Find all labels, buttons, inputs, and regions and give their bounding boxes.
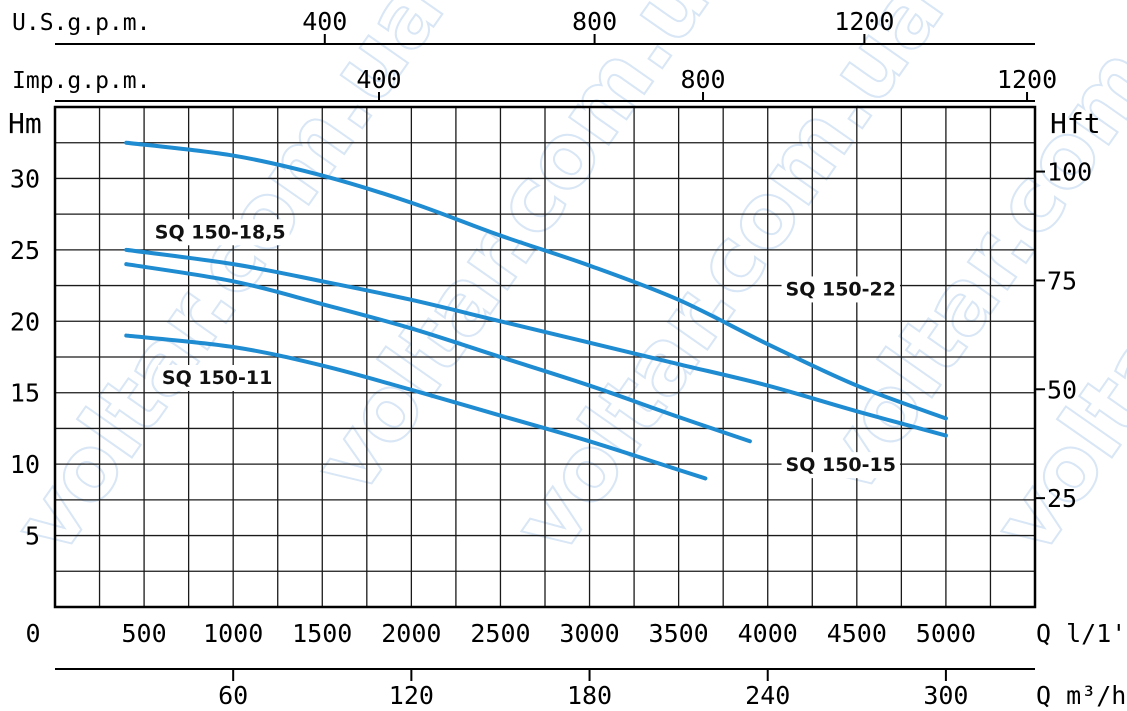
curve-label-background — [781, 276, 900, 303]
usgpm-tick-label: 1200 — [834, 7, 894, 36]
hft-tick-label: 50 — [1047, 375, 1077, 404]
y-tick-label: 10 — [10, 450, 40, 479]
m3h-unit-label: Q m³/h — [1036, 681, 1126, 710]
x-tick-label: 2500 — [470, 619, 530, 648]
hft-tick-label: 25 — [1047, 484, 1077, 513]
y-tick-label: 5 — [25, 522, 40, 551]
curve-label-background — [781, 452, 900, 479]
curve-label-background — [157, 365, 277, 391]
x-tick-label: 3000 — [559, 619, 619, 648]
m3h-tick-label: 300 — [923, 681, 968, 710]
m3h-tick-label: 60 — [218, 681, 248, 710]
y-axis-title-left: Hm — [8, 107, 42, 140]
y-tick-label: 25 — [10, 236, 40, 265]
m3h-tick-label: 240 — [745, 681, 790, 710]
m3h-tick-label: 180 — [567, 681, 612, 710]
curve-sq-150-15 — [124, 262, 752, 444]
m3h-tick-label: 120 — [389, 681, 434, 710]
curve-label-background — [150, 219, 290, 246]
y-tick-label: 20 — [10, 307, 40, 336]
curve-sq-150-11 — [124, 333, 708, 481]
y-tick-label: 15 — [10, 379, 40, 408]
curve-label-sq-150-18-5: SQ 150-18,5 — [155, 221, 286, 243]
x-tick-label: 2000 — [381, 619, 441, 648]
impgpm-tick-label: 1200 — [997, 65, 1057, 94]
curve-sq-150-22 — [124, 140, 948, 421]
x-unit-label: Q l/1' — [1036, 619, 1126, 648]
curve-sq-150-18-5 — [124, 247, 948, 438]
hft-tick-label: 100 — [1047, 158, 1092, 187]
usgpm-tick-label: 800 — [572, 7, 617, 36]
x-tick-label: 5000 — [916, 619, 976, 648]
x-tick-label: 4500 — [827, 619, 887, 648]
x-tick-label: 4000 — [738, 619, 798, 648]
usgpm-unit-label: U.S.g.p.m. — [12, 10, 150, 36]
y-axis-title-right: Hft — [1050, 107, 1101, 140]
x-tick-label: 1500 — [292, 619, 352, 648]
impgpm-unit-label: Imp.g.p.m. — [12, 68, 150, 94]
x-tick-label: 3500 — [649, 619, 709, 648]
x-tick-label: 0 — [25, 619, 40, 648]
curve-label-sq-150-11: SQ 150-11 — [162, 367, 272, 389]
curve-label-sq-150-15: SQ 150-15 — [786, 454, 896, 476]
x-tick-label: 1000 — [203, 619, 263, 648]
x-tick-label: 500 — [122, 619, 167, 648]
hft-tick-label: 75 — [1047, 266, 1077, 295]
impgpm-tick-label: 800 — [680, 65, 725, 94]
y-tick-label: 30 — [10, 164, 40, 193]
impgpm-tick-label: 400 — [356, 65, 401, 94]
usgpm-tick-label: 400 — [302, 7, 347, 36]
plot-frame — [53, 105, 1037, 609]
curve-label-sq-150-22: SQ 150-22 — [786, 278, 896, 300]
